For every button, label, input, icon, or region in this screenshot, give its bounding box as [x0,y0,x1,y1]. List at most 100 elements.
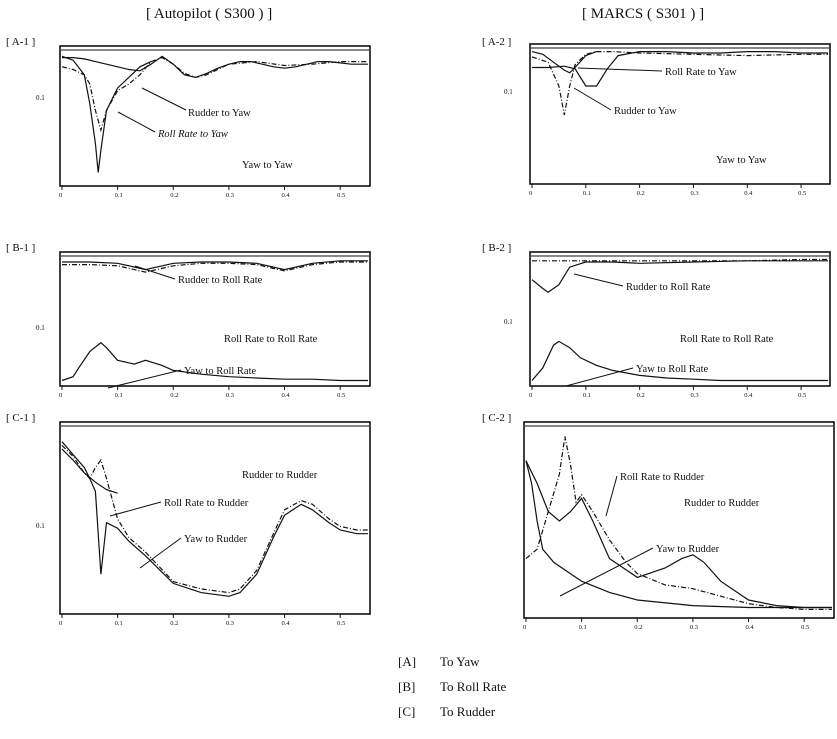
legend-label: To Roll Rate [440,679,507,694]
chart-panel-b1: [ B-1 ] 0 0.1 0.2 0.3 0.4 0.5 0.1 Rudder to Rol… [0,238,380,399]
series-line [531,51,828,116]
legend-key: [A] [398,654,417,669]
annotation-leader [139,537,182,569]
x-tick-label: 0.1 [115,620,123,627]
series-line [61,55,152,173]
x-tick-label: 0.2 [637,190,645,197]
column-title-autopilot: [ Autopilot ( S300 ) ] [146,6,273,22]
chart-panel-b2: [ B-2 ] 0 0.1 0.2 0.3 0.4 0.5 0.1 Rudder to Rol… [478,238,837,399]
series-line [62,261,368,273]
series-line [531,340,828,382]
annotation-label: Roll Rate to Roll Rate [224,334,318,345]
annotation-label: Roll Rate to Rudder [620,472,705,483]
x-tick-label: 0.3 [690,392,698,399]
chart-svg: 0 0.1 0.2 0.3 0.4 0.5 0.1 Rudder to Roll Rate Ro… [36,251,371,399]
series-line [61,444,368,594]
series-line [62,55,368,79]
series-line [531,51,597,74]
annotation-label: Rudder to Yaw [614,106,677,117]
annotation-label: Yaw to Roll Rate [636,364,708,375]
x-tick-label: 0.1 [583,392,591,399]
x-tick-label: 0 [523,624,526,631]
y-tick-label: 0.1 [504,88,513,96]
x-tick-label: 0.3 [226,620,234,627]
x-tick-label: 0.4 [282,392,291,399]
x-tick-label: 0 [529,392,532,399]
legend: [A] To Yaw [B] To Roll Rate [C] To Rudde… [398,654,506,729]
y-tick-label: 0.1 [36,522,45,530]
x-tick-label: 0.2 [634,624,642,631]
annotation-label: Yaw to Rudder [184,534,248,545]
x-tick-label: 0.4 [744,392,753,399]
panel-label: [ B-2 ] [482,242,512,254]
chart-panel-a1: [ A-1 ] 0 0.1 0.2 0.3 0.4 0.5 0.1 Rudder to Yaw… [0,30,380,200]
annotation-leader [107,369,182,389]
x-tick-label: 0.2 [170,620,178,627]
annotation-label: Rudder to Roll Rate [178,275,263,286]
series-line [62,260,368,271]
x-tick-label: 0.5 [801,624,809,631]
plot-frame [59,251,371,387]
chart-svg: 0 0.1 0.2 0.3 0.4 0.5 0.1 Roll Rate to Yaw Rudde… [504,43,831,197]
chart-panel-c1: [ C-1 ] 0 0.1 0.2 0.3 0.4 0.5 0.1 Rudder to Rud… [0,408,380,628]
series-line [525,460,832,609]
plot-frame [59,45,371,187]
annotation-leader [565,367,634,387]
x-tick-label: 0.1 [115,192,123,199]
annotation-label: Rudder to Yaw [188,108,251,119]
chart-svg: 0 0.1 0.2 0.3 0.4 0.5 0.1 Rudder to Rudder Roll … [36,421,371,627]
chart-panel-a2: [ A-2 ] 0 0.1 0.2 0.3 0.4 0.5 0.1 Roll Rate to … [478,30,837,200]
annotation-label: Yaw to Yaw [716,155,767,166]
x-tick-label: 0 [59,620,62,627]
annotation-leader [605,475,618,517]
plot-frame [529,43,831,185]
annotation-leader [573,273,624,287]
annotation-leader [141,87,187,111]
annotation-label: Rudder to Rudder [684,498,760,509]
x-tick-label: 0.5 [798,190,806,197]
plot-frame [529,251,831,387]
x-tick-label: 0.1 [579,624,587,631]
x-tick-label: 0.4 [744,190,753,197]
legend-label: To Rudder [440,704,496,719]
chart-panel-c2: [ C-2 ] 0 0.1 0.2 0.3 0.4 0.5 Roll Rate to Rud… [478,408,837,631]
annotation-label: Yaw to Rudder [656,544,720,555]
legend-key: [C] [398,704,416,719]
y-tick-label: 0.1 [504,318,513,326]
panel-label: [ B-1 ] [6,242,36,254]
annotation-leader [134,265,176,280]
x-tick-label: 0.1 [583,190,591,197]
legend-key: [B] [398,679,416,694]
annotation-label: Roll Rate to Rudder [164,498,249,509]
annotation-label: Roll Rate to Yaw [665,67,737,78]
chart-svg: 0 0.1 0.2 0.3 0.4 0.5 0.1 Rudder to Yaw Roll Rat… [36,45,371,199]
annotation-label: Yaw to Yaw [242,160,293,171]
x-tick-label: 0 [59,392,62,399]
y-tick-label: 0.1 [36,324,45,332]
chart-svg: 0 0.1 0.2 0.3 0.4 0.5 Roll Rate to Rudder Rudde… [523,421,835,631]
x-tick-label: 0.3 [690,190,698,197]
plot-frame [59,421,371,615]
x-tick-label: 0 [59,192,62,199]
legend-item: [B] To Roll Rate [398,679,506,704]
series-line [61,341,368,382]
series-line [525,460,832,609]
x-tick-label: 0.2 [170,392,178,399]
panel-label: [ A-2 ] [482,36,512,48]
annotation-leader [109,501,162,517]
x-tick-label: 0.4 [282,192,291,199]
legend-label: To Yaw [440,654,480,669]
annotation-label: Rudder to Roll Rate [626,282,711,293]
series-line [61,56,368,133]
panel-label: [ A-1 ] [6,36,36,48]
legend-item: [C] To Rudder [398,704,506,729]
x-tick-label: 0.5 [337,392,345,399]
annotation-label: Yaw to Roll Rate [184,366,256,377]
x-tick-label: 0.5 [798,392,806,399]
annotation-label: Rudder to Rudder [242,470,318,481]
x-tick-label: 0.3 [690,624,698,631]
annotation-leader [559,547,654,597]
annotation-leader [577,67,663,72]
x-tick-label: 0.2 [170,192,178,199]
column-title-marcs: [ MARCS ( S301 ) ] [582,6,705,22]
